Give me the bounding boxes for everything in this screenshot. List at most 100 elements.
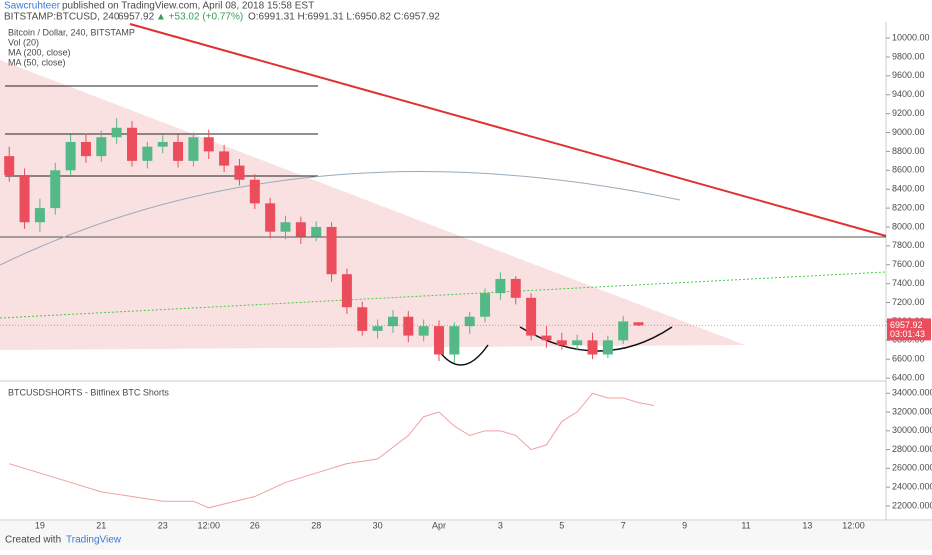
candle-body: [602, 340, 613, 355]
candle-body: [142, 146, 153, 161]
y-tick-label: 6600.00: [892, 354, 925, 364]
candle-body: [341, 274, 352, 308]
footer-bar: [0, 521, 932, 550]
x-tick-label: 23: [158, 520, 168, 530]
candle-body: [387, 316, 398, 327]
y-tick-label: 9800.00: [892, 51, 925, 61]
price: 6957.92: [118, 12, 155, 23]
y-tick-label: 8400.00: [892, 184, 925, 194]
y-tick-label: 30000.0000: [892, 425, 932, 435]
ohlc: O:6991.31 H:6991.31 L:6950.82 C:6957.92: [248, 12, 440, 23]
pane-title: BTCUSDSHORTS - Bitfinex BTC Shorts: [8, 387, 169, 397]
indicator-label: MA (50, close): [8, 57, 66, 67]
x-tick-label: 7: [621, 520, 626, 530]
y-tick-label: 9200.00: [892, 108, 925, 118]
footer-brand[interactable]: TradingView: [66, 535, 122, 546]
y-tick-label: 22000.0000: [892, 500, 932, 510]
candle-body: [403, 316, 414, 336]
candle-body: [480, 293, 491, 317]
y-tick-label: 24000.0000: [892, 482, 932, 492]
candle-body: [311, 226, 322, 237]
candle-body: [19, 175, 30, 223]
candle-body: [295, 222, 306, 237]
x-tick-label: 28: [311, 520, 321, 530]
indicator-label: Vol (20): [8, 37, 39, 47]
ma-200: [0, 171, 681, 266]
candle-body: [556, 340, 567, 346]
last-price-box: [887, 318, 931, 341]
y-tick-label: 26000.0000: [892, 463, 932, 473]
candle-body: [96, 137, 107, 157]
x-tick-label: Apr: [432, 520, 446, 530]
x-tick-label: 9: [682, 520, 687, 530]
candle-body: [587, 340, 598, 355]
y-tick-label: 9600.00: [892, 70, 925, 80]
candle-body: [50, 170, 61, 209]
candle-body: [203, 137, 214, 152]
candle-body: [495, 278, 506, 294]
x-tick-label: 5: [559, 520, 564, 530]
x-tick-label: 3: [498, 520, 503, 530]
x-tick-label: 13: [802, 520, 812, 530]
y-tick-label: 7200.00: [892, 297, 925, 307]
cup-right: [519, 326, 673, 352]
candle-body: [34, 208, 45, 223]
x-tick-label: 26: [250, 520, 260, 530]
candle-body: [234, 165, 245, 180]
y-tick-label: 6400.00: [892, 372, 925, 382]
candle-body: [633, 322, 644, 326]
candle-body: [372, 326, 383, 331]
x-tick-label: 30: [373, 520, 383, 530]
symbol: BITSTAMP:BTCUSD, 240: [4, 12, 120, 23]
candle-body: [572, 340, 583, 346]
x-tick-label: 11: [741, 520, 750, 530]
series-line: [9, 392, 654, 509]
candle-body: [219, 151, 230, 166]
change: ▲ +53.02 (+0.77%): [156, 12, 243, 23]
y-tick-label: 9000.00: [892, 127, 925, 137]
candle-body: [111, 127, 122, 138]
y-tick-label: 9400.00: [892, 89, 925, 99]
y-tick-label: 32000.0000: [892, 406, 932, 416]
candle-body: [4, 156, 15, 176]
candle-body: [157, 141, 168, 147]
y-tick-label: 8000.00: [892, 221, 925, 231]
trendline: [129, 23, 887, 237]
pane-title: Bitcoin / Dollar, 240, BITSTAMP: [8, 27, 135, 37]
footer-text: Created with: [5, 535, 61, 546]
candle-body: [526, 297, 537, 336]
y-tick-label: 7800.00: [892, 240, 925, 250]
x-tick-label: 12:00: [842, 520, 865, 530]
candle-body: [618, 321, 629, 341]
candle-body: [449, 326, 460, 355]
candle-body: [357, 307, 368, 331]
candle-body: [434, 326, 445, 355]
candle-body: [510, 278, 521, 298]
candle-body: [265, 203, 276, 232]
x-tick-label: 21: [96, 520, 106, 530]
triangle-pattern: [0, 60, 745, 350]
candle-body: [280, 222, 291, 232]
y-tick-label: 10000.00: [892, 32, 930, 42]
candle-body: [249, 179, 260, 204]
candle-body: [541, 335, 552, 341]
y-tick-label: 7600.00: [892, 259, 925, 269]
y-tick-label: 34000.0000: [892, 388, 932, 398]
candle-body: [80, 141, 91, 157]
indicator-label: MA (200, close): [8, 47, 71, 57]
x-tick-label: 19: [35, 520, 45, 530]
published: published on TradingView.com, April 08, …: [62, 1, 314, 12]
candle-body: [127, 127, 138, 161]
y-tick-label: 8800.00: [892, 146, 925, 156]
y-tick-label: 28000.0000: [892, 444, 932, 454]
candle-body: [173, 141, 184, 161]
candle-body: [418, 326, 429, 336]
candle-body: [65, 141, 76, 171]
y-tick-label: 8200.00: [892, 202, 925, 212]
timer-label: 03:01:43: [890, 329, 925, 339]
y-tick-label: 7400.00: [892, 278, 925, 288]
author[interactable]: Sawcruhteer: [4, 1, 61, 12]
last-price-label: 6957.92: [890, 320, 923, 330]
candle-body: [188, 137, 199, 161]
